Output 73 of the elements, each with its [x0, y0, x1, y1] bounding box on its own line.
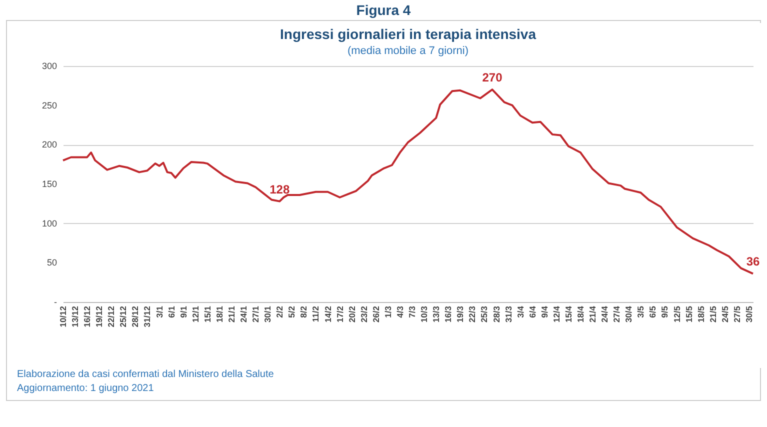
- chart-title: Ingressi giornalieri in terapia intensiva: [280, 26, 536, 42]
- x-tick-label: 23/2: [358, 306, 369, 323]
- x-tick-label: 21/1: [226, 306, 236, 323]
- x-tick-label: 21/5: [708, 306, 718, 323]
- x-tick-label: 22/3: [467, 306, 478, 323]
- x-tick-label: 12/4: [551, 306, 562, 323]
- data-label: 36: [746, 254, 760, 269]
- text: Figura 4: [355, 1, 412, 20]
- text: Aggiornamento: 1 giugno 2021: [17, 382, 155, 396]
- x-tick-label: 24/1: [238, 306, 249, 323]
- y-tick-label: 100: [42, 218, 57, 228]
- x-tick-label: 31/3: [503, 306, 514, 323]
- x-tick-label: 1/3: [382, 306, 393, 318]
- x-tick-label: 3/5: [636, 306, 646, 318]
- x-tick-label: 14/2: [322, 306, 333, 323]
- x-tick-label: 31/12: [142, 306, 152, 328]
- x-tick-label: 24/5: [720, 306, 730, 323]
- data-label: 270: [482, 70, 503, 85]
- x-tick-label: 15/5: [684, 306, 694, 323]
- y-tick-label: 300: [42, 61, 57, 71]
- x-tick-label: 6/1: [166, 306, 176, 318]
- x-tick-label: 27/5: [732, 306, 742, 323]
- x-tick-label: 4/3: [394, 306, 405, 318]
- x-tick-label: 27/4: [612, 306, 622, 323]
- x-tick-label: 9/5: [660, 306, 670, 318]
- x-tick-label: 13/12: [70, 306, 80, 328]
- x-tick-label: 2/2: [274, 306, 285, 318]
- x-tick-label: 6/5: [648, 306, 658, 318]
- x-tick-label: 19/12: [94, 306, 104, 328]
- x-tick-label: 28/12: [130, 306, 140, 328]
- data-label: 128: [270, 182, 290, 196]
- y-tick-label: 200: [42, 140, 57, 150]
- x-tick-label: 12/5: [672, 306, 682, 323]
- x-tick-label: 30/1: [262, 306, 273, 323]
- x-tick-label: 3/4: [515, 306, 526, 318]
- x-tick-label: 13/3: [431, 306, 442, 323]
- x-tick-label: 10/3: [419, 306, 430, 323]
- x-tick-label: 19/3: [455, 306, 466, 323]
- chart-subtitle: (media mobile a 7 giorni): [347, 45, 469, 57]
- x-tick-label: 3/1: [154, 306, 164, 318]
- x-tick-label: 18/1: [214, 306, 224, 323]
- x-tick-label: 10/12: [58, 306, 68, 328]
- x-tick-label: 16/12: [82, 306, 92, 328]
- x-tick-label: 26/2: [370, 306, 381, 323]
- x-tick-label: 25/12: [118, 306, 128, 328]
- x-tick-label: 8/2: [298, 306, 309, 318]
- y-tick-label: -: [54, 297, 57, 307]
- y-tick-label: 150: [42, 179, 57, 189]
- x-tick-label: 18/5: [696, 306, 706, 323]
- x-tick-label: 18/4: [576, 306, 586, 323]
- y-tick-label: 50: [46, 258, 57, 268]
- x-tick-label: 11/2: [310, 306, 321, 322]
- x-tick-label: 5/2: [286, 306, 297, 318]
- x-tick-label: 25/3: [479, 306, 490, 323]
- x-tick-label: 30/5: [744, 306, 754, 323]
- x-tick-label: 20/2: [346, 306, 357, 323]
- x-tick-label: 17/2: [334, 306, 345, 323]
- x-tick-label: 12/1: [190, 306, 200, 323]
- x-tick-label: 21/4: [588, 306, 598, 323]
- x-tick-label: 15/1: [202, 306, 212, 323]
- x-tick-label: 27/1: [250, 306, 261, 323]
- x-tick-label: 22/12: [106, 306, 116, 328]
- text: Elaborazione da casi confermati dal Ministero della Salute: [17, 368, 275, 382]
- x-tick-label: 30/4: [624, 306, 634, 323]
- x-tick-label: 16/3: [443, 306, 454, 323]
- y-tick-label: 250: [42, 100, 57, 110]
- x-tick-label: 7/3: [407, 306, 418, 318]
- x-tick-label: 9/1: [178, 306, 188, 318]
- x-tick-label: 24/4: [600, 306, 610, 323]
- x-tick-label: 28/3: [491, 306, 502, 323]
- x-tick-label: 15/4: [563, 306, 574, 323]
- x-tick-label: 6/4: [527, 306, 538, 318]
- x-tick-label: 9/4: [539, 306, 550, 318]
